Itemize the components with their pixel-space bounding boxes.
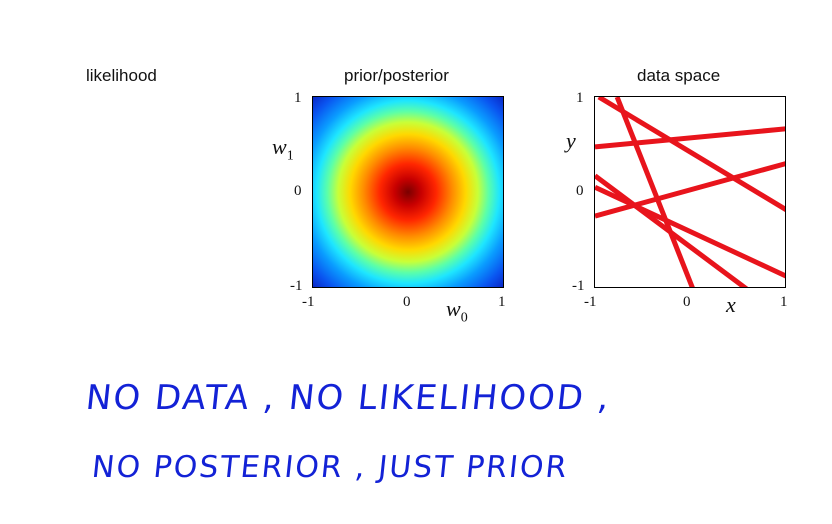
sample-line-6 xyxy=(595,184,785,279)
prior-y-tick-top: 1 xyxy=(294,90,302,106)
data-space-title: data space xyxy=(637,66,721,85)
sample-line-1 xyxy=(595,126,785,150)
data-y-tick-top: 1 xyxy=(576,90,584,106)
data-x-tick-right: 1 xyxy=(780,294,788,310)
data-y-tick-bottom: -1 xyxy=(572,278,585,294)
likelihood-title: likelihood xyxy=(86,66,157,85)
prior-y-tick-mid: 0 xyxy=(294,183,302,199)
handwritten-note-line2: NO POSTERIOR , JUST PRIOR xyxy=(90,450,571,485)
data-x-tick-left: -1 xyxy=(584,294,597,310)
sample-line-5 xyxy=(595,173,749,287)
prior-x-axis-label: w0 xyxy=(446,296,468,326)
sample-line-3 xyxy=(597,97,785,212)
prior-x-tick-mid: 0 xyxy=(403,294,411,310)
prior-posterior-title: prior/posterior xyxy=(344,66,449,85)
prior-x-tick-left: -1 xyxy=(302,294,315,310)
data-space-plot xyxy=(594,96,786,288)
data-y-axis-label: y xyxy=(566,128,576,153)
prior-y-axis-label: w1 xyxy=(272,134,294,164)
data-y-tick-mid: 0 xyxy=(576,183,584,199)
data-space-lines xyxy=(595,97,785,287)
handwritten-note-line1: NO DATA , NO LIKELIHOOD , xyxy=(83,378,613,418)
sample-line-2 xyxy=(595,161,785,219)
data-x-axis-label: x xyxy=(726,292,736,317)
prior-x-tick-right: 1 xyxy=(498,294,506,310)
prior-y-tick-bottom: -1 xyxy=(290,278,303,294)
prior-heatmap xyxy=(312,96,504,288)
data-x-tick-mid: 0 xyxy=(683,294,691,310)
sample-line-4 xyxy=(614,97,695,287)
